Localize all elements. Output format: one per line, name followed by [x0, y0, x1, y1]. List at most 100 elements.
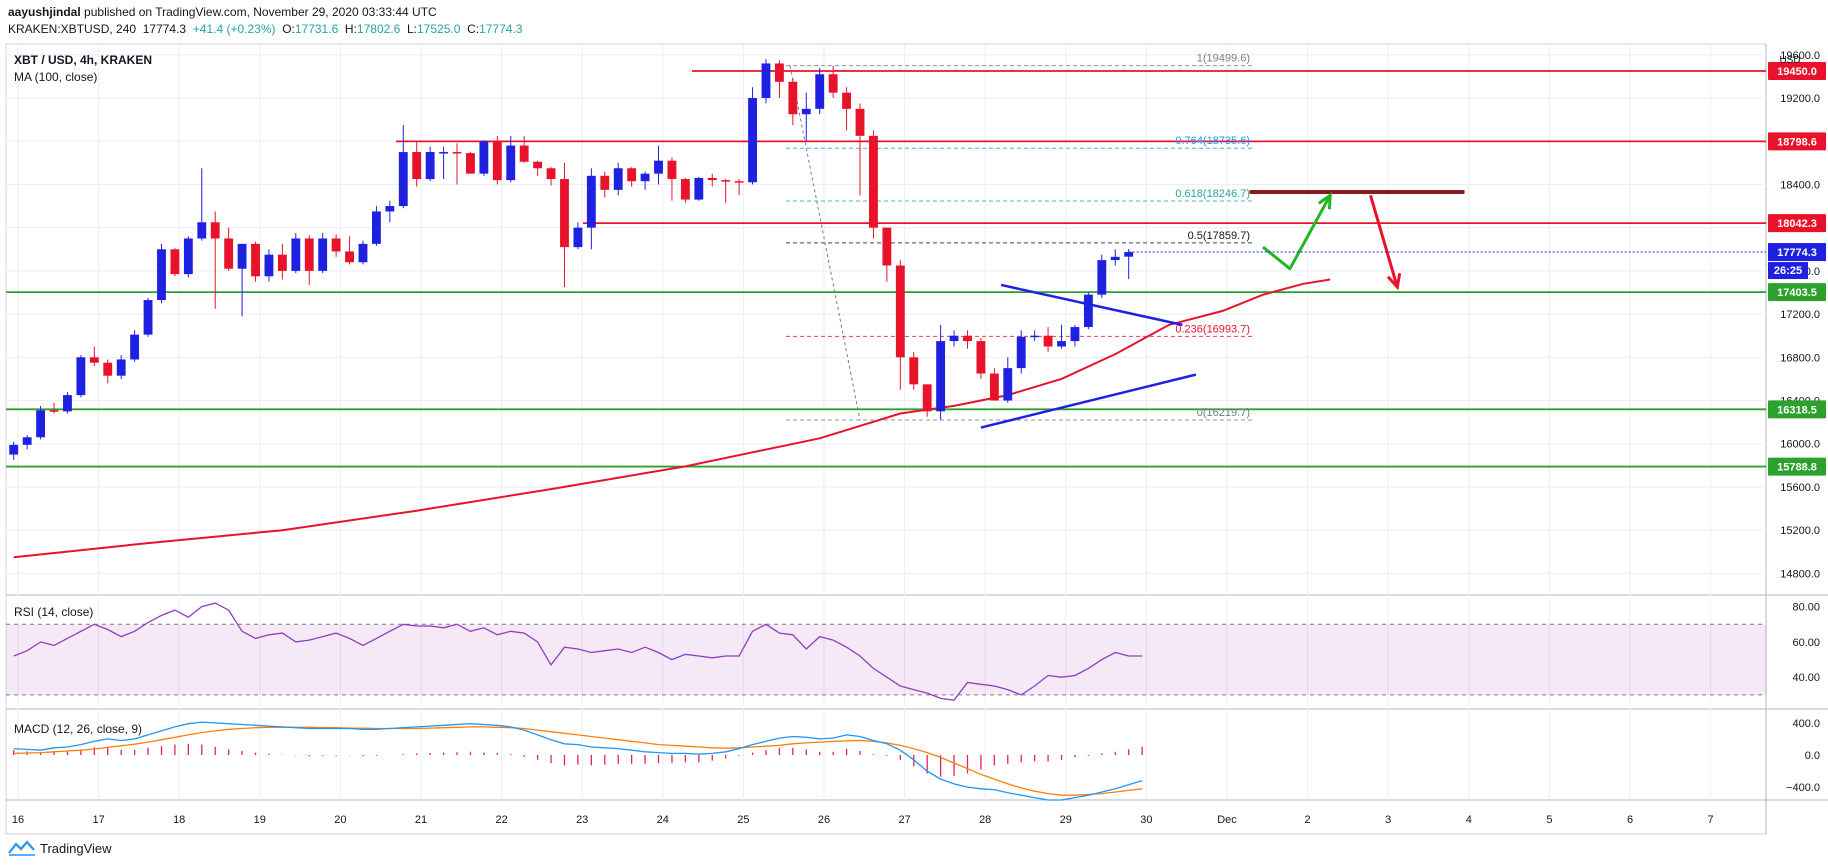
x-tick-label: 4 [1466, 814, 1472, 826]
candle-body [224, 238, 234, 269]
author-name[interactable]: aayushjindal [8, 5, 81, 19]
candle-body [734, 181, 744, 183]
macd-signal-line [13, 726, 1143, 796]
x-tick-label: 30 [1140, 814, 1152, 826]
candle-body [721, 180, 731, 182]
candle-body [304, 238, 314, 271]
candle-body [291, 238, 301, 271]
candle-body [748, 98, 757, 183]
candle-body [331, 238, 341, 252]
rsi-tick-label: 60.00 [1792, 637, 1820, 649]
rsi-pane[interactable] [6, 602, 1766, 701]
candle-body [828, 74, 838, 93]
macd-line [13, 721, 1143, 801]
x-tick-label: 3 [1385, 814, 1391, 826]
candle-body [680, 179, 690, 200]
publish-info: published on TradingView.com, November 2… [84, 5, 437, 19]
candle-body [774, 63, 784, 82]
candle-body [130, 334, 140, 360]
candle-body [1097, 260, 1107, 295]
red-arrow-shaft [1369, 194, 1399, 288]
x-tick-label: 22 [495, 814, 507, 826]
open-label: O: [282, 22, 295, 36]
x-tick-label: 6 [1627, 814, 1633, 826]
candle-body [895, 265, 905, 358]
candle-body [1043, 335, 1053, 347]
low-value: 17525.0 [417, 22, 461, 36]
fib-level-label: 0.5(17859.7) [1188, 230, 1250, 242]
candle-body [909, 357, 919, 385]
candle-body [869, 135, 878, 228]
candle-body [452, 152, 462, 154]
candle-body [264, 254, 274, 277]
y-tick-label: 19600.0 [1780, 50, 1820, 62]
level-price-tag [1768, 132, 1826, 151]
fib-level-label: 0.236(16993.7) [1175, 323, 1250, 335]
y-tick-label: 14800.0 [1780, 568, 1820, 580]
x-tick-label: 2 [1305, 814, 1311, 826]
high-label: H: [344, 22, 357, 36]
fib-level-label: 1(19499.6) [1197, 53, 1250, 65]
candle-body [519, 145, 529, 162]
candle-body [466, 153, 475, 174]
candle-body [63, 395, 72, 412]
level-price-label: 18798.6 [1777, 136, 1817, 148]
candle-body [345, 251, 354, 263]
x-tick-label: 7 [1708, 814, 1714, 826]
candle-body [600, 175, 610, 190]
x-tick-label: 20 [334, 814, 346, 826]
currency-label: USD [1779, 55, 1800, 66]
candle-body [654, 160, 663, 174]
current-price-tag [1768, 243, 1826, 262]
candle-body [9, 444, 19, 455]
candle-body [358, 243, 368, 263]
candle-body [116, 359, 126, 376]
macd-tick-label: 400.0 [1792, 718, 1820, 730]
candle-body [613, 168, 623, 190]
price-pane[interactable]: 1(19499.6) 0.764(18735.6) 0.618(18246.7) 0.… [6, 53, 1766, 559]
candle-body [143, 300, 153, 335]
candle-body [506, 145, 516, 181]
red-arrow-head [1386, 273, 1402, 291]
price-axis[interactable]: 14800.015200.015600.016000.016400.016800… [1768, 50, 1826, 794]
candle-body [371, 211, 381, 244]
candle-body [398, 152, 408, 207]
candle-body [627, 168, 637, 182]
x-tick-label: 23 [576, 814, 588, 826]
candle-body [533, 161, 543, 169]
x-tick-label: 19 [254, 814, 266, 826]
candle-body [1110, 256, 1120, 261]
tradingview-logo-icon [8, 840, 35, 856]
triangle-trendline [980, 373, 1197, 429]
rsi-tick-label: 40.00 [1792, 672, 1820, 684]
candle-body [22, 437, 32, 445]
triangle-trendline [1000, 283, 1183, 327]
level-price-tag [1768, 400, 1826, 419]
rsi-legend: RSI (14, close) [14, 605, 93, 619]
ma-legend: MA (100, close) [14, 70, 97, 84]
candle-body [855, 108, 865, 136]
candle-body [546, 168, 556, 180]
candle-body [479, 141, 489, 174]
x-tick-label: 17 [92, 814, 104, 826]
footer-brand[interactable]: TradingView [8, 840, 112, 856]
high-value: 17802.6 [356, 22, 401, 36]
macd-pane[interactable] [13, 721, 1143, 801]
time-axis[interactable]: 16 17 18 19 20 21 22 23 24 25 26 27 28 29 30 Dec 2 3 4 5 6 7 [12, 814, 1714, 826]
y-tick-label: 19200.0 [1780, 93, 1820, 105]
candle-body [1124, 252, 1134, 257]
y-tick-label: 18400.0 [1780, 179, 1820, 191]
level-price-tag [1768, 283, 1826, 302]
y-tick-label: 16800.0 [1780, 352, 1820, 364]
close-value: 17774.3 [479, 22, 523, 36]
close-label: C: [467, 22, 480, 36]
candle-body [170, 249, 180, 275]
candle-body [1003, 368, 1013, 401]
x-tick-label: 25 [737, 814, 749, 826]
candle-body [385, 206, 395, 212]
green-arrow-shaft [1262, 194, 1332, 271]
x-tick-label: 28 [979, 814, 991, 826]
candle-body [976, 341, 986, 374]
candle-body [922, 384, 932, 412]
